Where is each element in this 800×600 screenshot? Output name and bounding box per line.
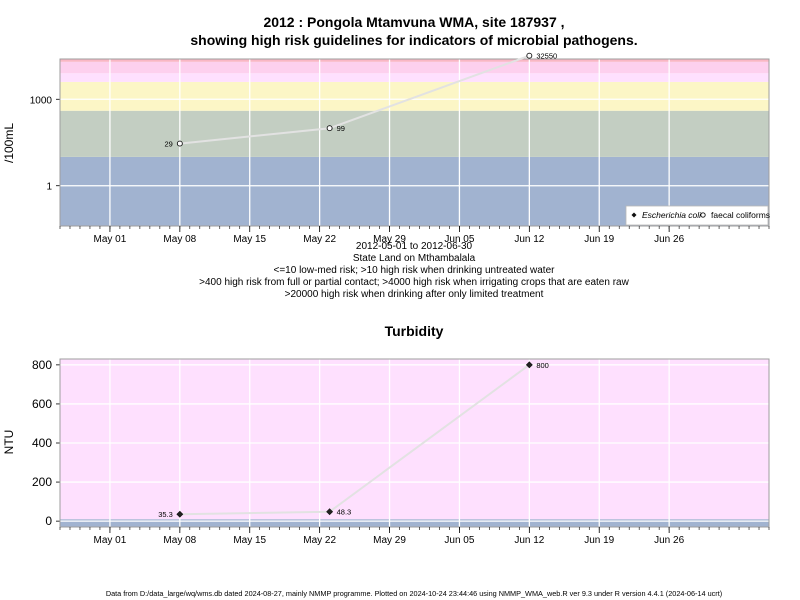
turbidity-xtick-label-5: Jun 05 bbox=[444, 535, 474, 546]
chart-title-line2: showing high risk guidelines for indicat… bbox=[190, 32, 637, 48]
turbidity-y-axis-label: NTU bbox=[2, 430, 16, 455]
caption-guideline-3: >20000 high risk when drinking after onl… bbox=[285, 289, 544, 300]
turbidity-band-0 bbox=[60, 519, 769, 527]
microbial-band-4 bbox=[60, 61, 769, 74]
caption-site-name: State Land on Mthambalala bbox=[353, 253, 476, 264]
turbidity-ytick-label-1: 200 bbox=[32, 475, 52, 489]
chart-title-line1: 2012 : Pongola Mtamvuna WMA, site 187937… bbox=[263, 14, 564, 30]
turbidity-xtick-label-4: May 29 bbox=[373, 535, 406, 546]
legend: Escherichia coli faecal coliforms bbox=[625, 205, 770, 226]
caption-date-range: 2012-05-01 to 2012-06-30 bbox=[356, 241, 473, 252]
microbial-xtick-label-4: May 29 bbox=[373, 234, 406, 245]
microbial-caption: 2012-05-01 to 2012-06-30 State Land on M… bbox=[199, 241, 629, 300]
turbidity-xtick-label-2: May 15 bbox=[233, 535, 266, 546]
turbidity-xtick-label-3: May 22 bbox=[303, 535, 336, 546]
microbial-ytick-label-1: 1000 bbox=[30, 95, 53, 106]
caption-guideline-1: <=10 low-med risk; >10 high risk when dr… bbox=[274, 265, 556, 276]
turbidity-point-0 bbox=[176, 510, 184, 518]
legend-faecal-label: faecal coliforms bbox=[711, 210, 770, 220]
turbidity-plot-frame bbox=[59, 358, 770, 528]
turbidity-xtick-label-0: May 01 bbox=[94, 535, 127, 546]
turbidity-xtick-label-7: Jun 19 bbox=[584, 535, 614, 546]
turbidity-ytick-label-4: 800 bbox=[32, 358, 52, 372]
microbial-band-5 bbox=[60, 59, 769, 62]
microbial-data-label-1: 99 bbox=[337, 124, 345, 133]
turbidity-ytick-label-0: 0 bbox=[45, 514, 52, 528]
turbidity-data-label-1: 48.3 bbox=[337, 508, 352, 517]
legend-ecoli-marker bbox=[631, 212, 637, 218]
turbidity-point-2 bbox=[525, 361, 533, 369]
microbial-xtick-label-2: May 15 bbox=[233, 234, 266, 245]
microbial-ytick-label-0: 1 bbox=[46, 182, 52, 193]
turbidity-title: Turbidity bbox=[385, 323, 444, 339]
microbial-band-1 bbox=[60, 110, 769, 157]
turbidity-band-1 bbox=[60, 359, 769, 520]
microbial-point-0 bbox=[176, 140, 183, 147]
microbial-data-label-2: 32550 bbox=[536, 52, 557, 61]
legend-ecoli-label: Escherichia coli bbox=[642, 210, 702, 220]
turbidity-chart-panel: 0 200 400 600 800 May 01 May 08 May 15 May 22 May… bbox=[32, 358, 770, 546]
turbidity-point-1 bbox=[326, 508, 334, 516]
microbial-xtick-label-1: May 08 bbox=[163, 234, 196, 245]
microbial-chart-panel: 1 1000 May 01 May 08 May 15 May 22 May 29 Jun 0… bbox=[30, 52, 770, 245]
microbial-y-axis-label: /100mL bbox=[2, 123, 16, 163]
turbidity-ytick-label-2: 400 bbox=[32, 436, 52, 450]
turbidity-data-label-2: 800 bbox=[536, 361, 549, 370]
microbial-xtick-label-8: Jun 26 bbox=[654, 234, 684, 245]
turbidity-ytick-label-3: 600 bbox=[32, 397, 52, 411]
legend-faecal-marker bbox=[700, 212, 706, 218]
legend-box bbox=[625, 205, 769, 226]
microbial-xtick-label-0: May 01 bbox=[94, 234, 127, 245]
microbial-point-1 bbox=[326, 125, 333, 132]
turbidity-xtick-label-8: Jun 26 bbox=[654, 535, 684, 546]
microbial-xtick-label-6: Jun 12 bbox=[514, 234, 544, 245]
microbial-point-2 bbox=[526, 52, 533, 59]
microbial-xtick-label-5: Jun 05 bbox=[444, 234, 474, 245]
microbial-plot-frame bbox=[59, 58, 770, 227]
microbial-xtick-label-7: Jun 19 bbox=[584, 234, 614, 245]
footer-note: Data from D:/data_large/wq/wms.db dated … bbox=[106, 589, 722, 598]
turbidity-xtick-label-1: May 08 bbox=[163, 535, 196, 546]
microbial-band-3 bbox=[60, 73, 769, 82]
microbial-xtick-label-3: May 22 bbox=[303, 234, 336, 245]
caption-guideline-2: >400 high risk from full or partial cont… bbox=[199, 277, 629, 288]
turbidity-xtick-label-6: Jun 12 bbox=[514, 535, 544, 546]
turbidity-data-label-0: 35.3 bbox=[158, 510, 173, 519]
microbial-data-label-0: 29 bbox=[164, 140, 172, 149]
